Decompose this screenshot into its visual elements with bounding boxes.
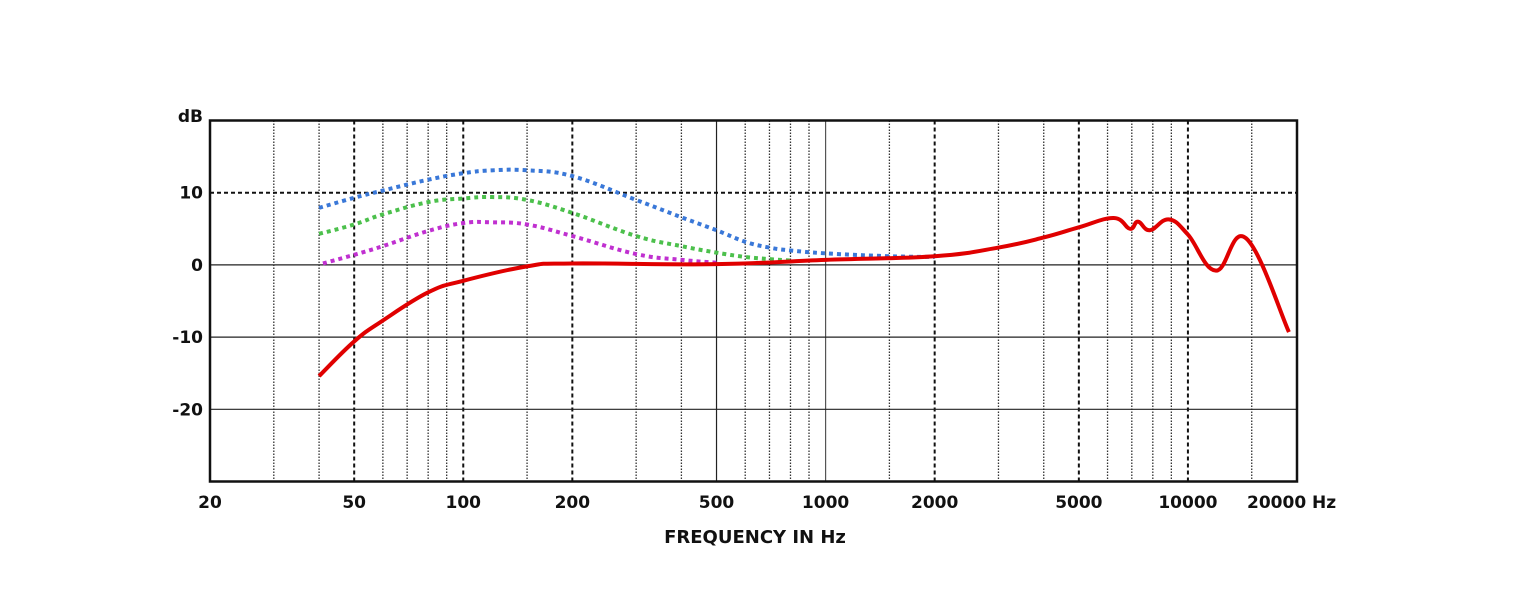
y-tick-label: 10: [179, 184, 203, 204]
plot-frame: [208, 119, 1299, 483]
x-tick-label: 20: [198, 493, 222, 513]
series-line-dotted-1: [318, 194, 791, 263]
x-tick-label: 100: [446, 493, 482, 513]
y-tick-label: -20: [172, 400, 203, 420]
series-line-dotted-2: [322, 219, 717, 266]
x-tick-label: 1000: [802, 493, 849, 513]
x-tick-label: 10000: [1158, 493, 1217, 513]
y-tick-label: -10: [172, 328, 203, 348]
x-tick-label: 200: [555, 493, 591, 513]
x-tick-label: 50: [342, 493, 366, 513]
grid: [210, 120, 1297, 482]
x-tick-labels: 20 50 100 200 500 1000 2000 5000 10000 20000 Hz: [198, 493, 1336, 513]
x-tick-label: 500: [699, 493, 735, 513]
x-tick-label: 2000: [911, 493, 958, 513]
x-tick-label: 20000 Hz: [1247, 493, 1336, 513]
y-tick-label: 0: [191, 256, 203, 276]
y-axis-label: dB: [178, 107, 203, 127]
y-tick-labels: 10 0 -10 -20: [172, 184, 203, 421]
series-line-dotted-0: [318, 167, 935, 259]
x-tick-label: 5000: [1055, 493, 1102, 513]
series-line-main: [317, 215, 1291, 378]
curves: [317, 167, 1291, 378]
x-axis-label: FREQUENCY IN Hz: [664, 527, 846, 548]
